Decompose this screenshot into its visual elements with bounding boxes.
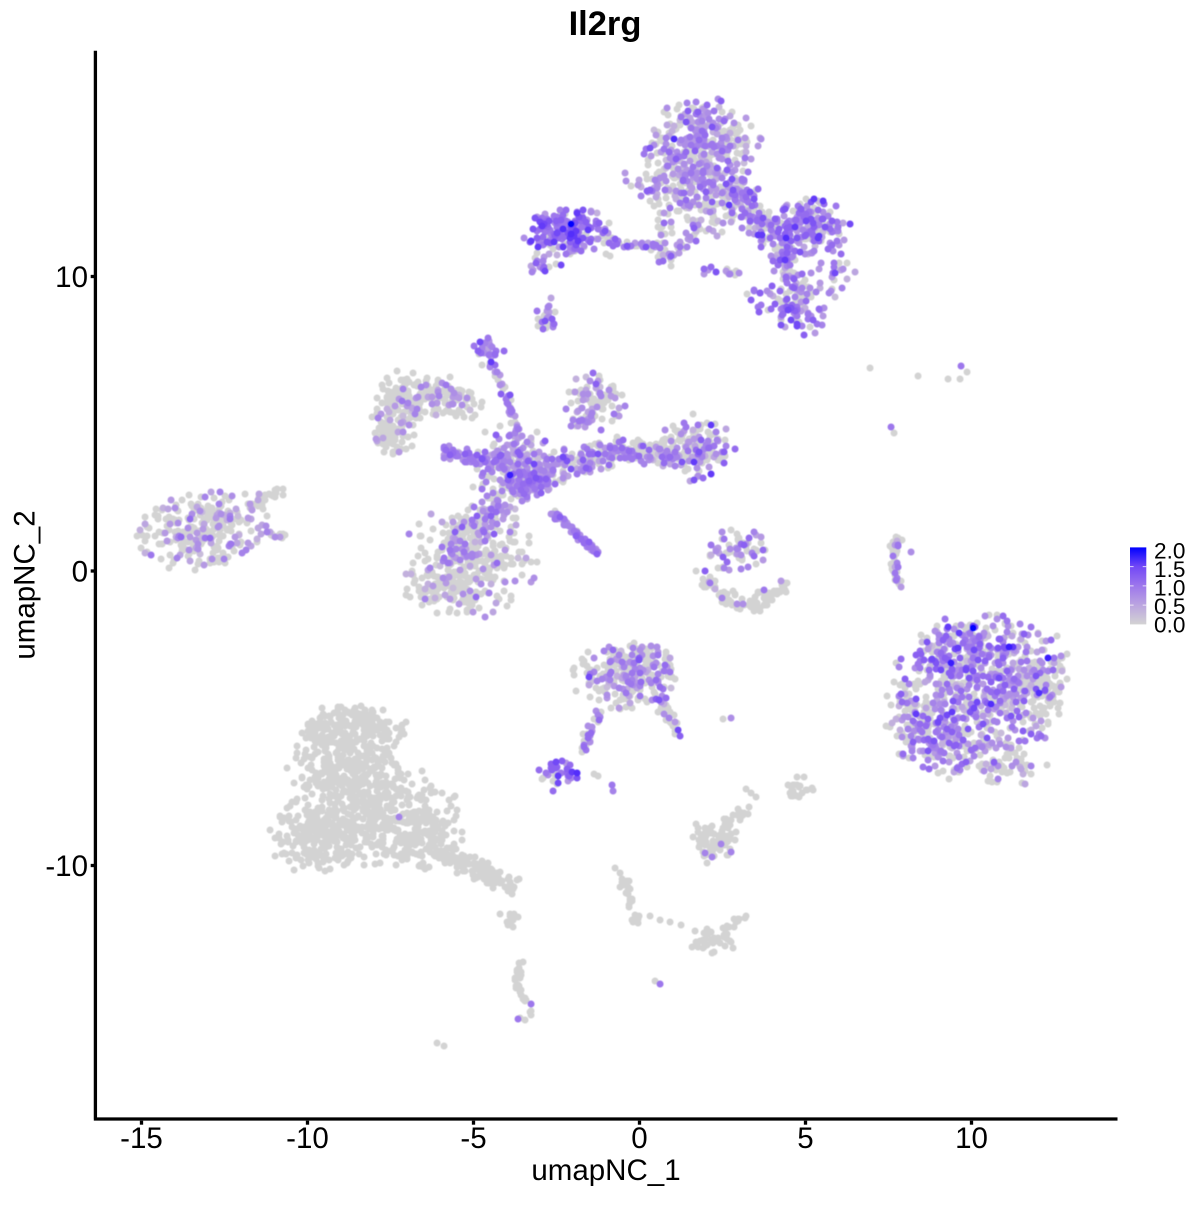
svg-text:0.5: 0.5 <box>1154 594 1185 619</box>
svg-text:1.0: 1.0 <box>1154 575 1185 600</box>
svg-text:-5: -5 <box>460 1122 486 1155</box>
svg-text:10: 10 <box>955 1122 988 1155</box>
svg-text:2.0: 2.0 <box>1154 538 1185 563</box>
svg-text:0.0: 0.0 <box>1154 612 1185 637</box>
svg-text:umapNC_2: umapNC_2 <box>9 510 42 659</box>
svg-text:Il2rg: Il2rg <box>569 5 642 43</box>
svg-text:0: 0 <box>72 556 88 589</box>
svg-text:0: 0 <box>631 1122 647 1155</box>
svg-text:1.5: 1.5 <box>1154 557 1185 582</box>
svg-text:10: 10 <box>55 261 88 294</box>
svg-text:umapNC_1: umapNC_1 <box>531 1154 680 1187</box>
svg-text:5: 5 <box>797 1122 813 1155</box>
svg-text:-10: -10 <box>286 1122 329 1155</box>
svg-text:-15: -15 <box>120 1122 163 1155</box>
svg-text:-10: -10 <box>45 850 88 883</box>
